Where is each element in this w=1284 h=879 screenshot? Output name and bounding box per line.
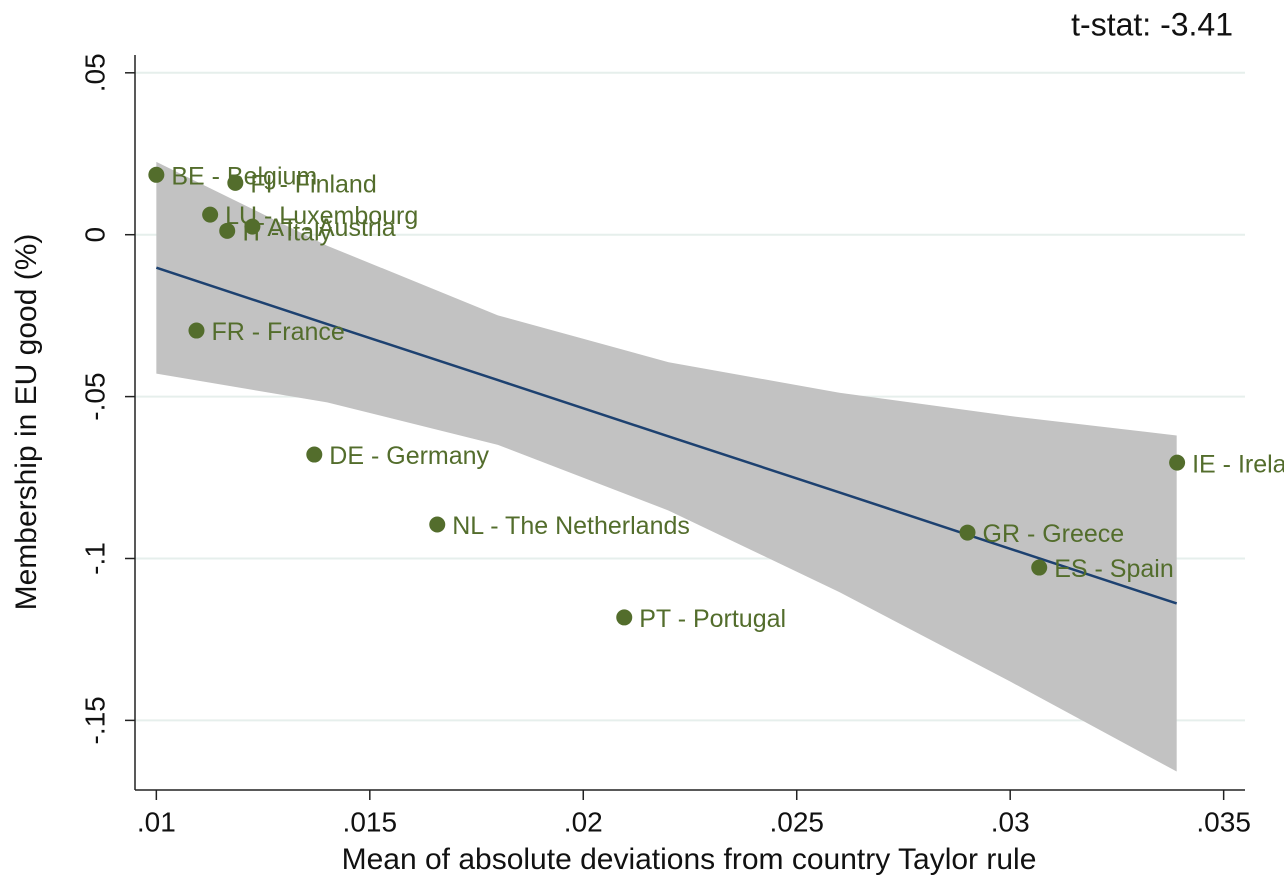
point (244, 218, 261, 235)
x-axis-title: Mean of absolute deviations from country… (342, 843, 1037, 876)
point-label: FI - Finland (250, 171, 376, 199)
point-label: IE - Ireland (1192, 450, 1284, 478)
y-axis-title: Membership in EU good (%) (10, 234, 43, 611)
fit-line (155, 266, 1178, 605)
point (188, 322, 205, 339)
point (148, 166, 165, 183)
point-label: ES - Spain (1054, 555, 1174, 583)
point (616, 609, 633, 626)
x-tick-label: .02 (564, 806, 603, 837)
y-tick-label: -.15 (79, 696, 110, 744)
x-tick-label: .03 (991, 806, 1030, 837)
point-label: DE - Germany (329, 442, 489, 470)
point-label: FR - France (211, 318, 344, 346)
point (1169, 454, 1186, 471)
point-label: BE - Belgium (171, 162, 317, 190)
point-label: AT - Austria (267, 214, 395, 242)
point (429, 516, 446, 533)
x-tick-label: .015 (343, 806, 398, 837)
confidence-band (156, 161, 1177, 772)
x-tick-label: .025 (769, 806, 824, 837)
point-label: NL - The Netherlands (452, 512, 690, 540)
point (219, 222, 236, 239)
point (227, 174, 244, 191)
y-tick-label: -.05 (79, 372, 110, 420)
x-tick-label: .01 (137, 806, 176, 837)
point-label: PT - Portugal (639, 605, 786, 633)
chart-title: t-stat: -3.41 (1071, 6, 1233, 42)
point (959, 524, 976, 541)
point (202, 206, 219, 223)
x-tick-label: .035 (1196, 806, 1251, 837)
point-label: GR - Greece (983, 520, 1125, 548)
point (1031, 559, 1048, 576)
point (306, 446, 323, 463)
y-tick-label: .05 (79, 53, 110, 92)
y-tick-label: -.1 (79, 542, 110, 575)
y-tick-label: 0 (79, 227, 110, 243)
